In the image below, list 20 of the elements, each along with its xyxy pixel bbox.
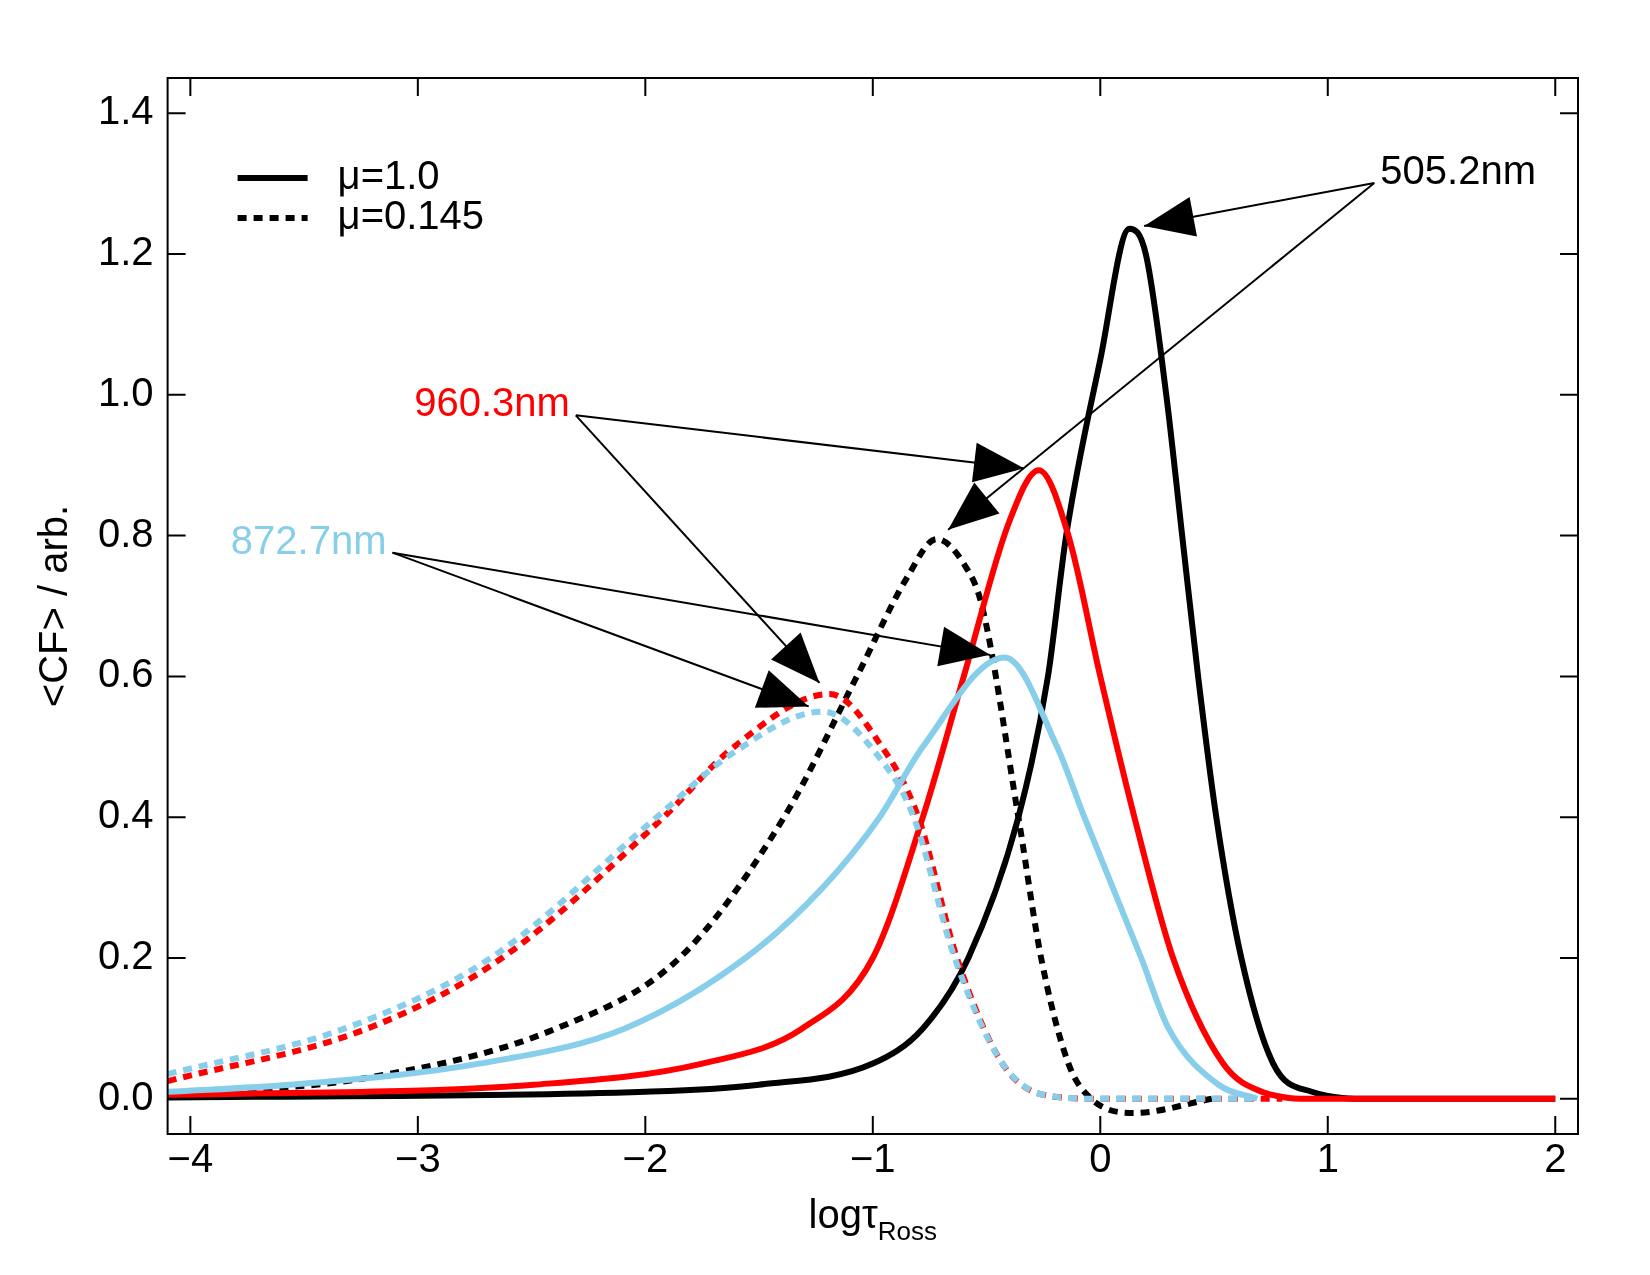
- annotation: 872.7nm: [230, 517, 387, 562]
- y-tick-label: 1.0: [98, 369, 154, 414]
- annotation: 960.3nm: [414, 380, 570, 425]
- y-tick-label: 1.4: [98, 88, 154, 133]
- x-tick-label: −3: [395, 1136, 441, 1181]
- x-tick-label: −4: [167, 1136, 214, 1181]
- y-tick-label: 0.2: [98, 933, 154, 978]
- y-tick-label: 0.6: [98, 651, 154, 696]
- y-tick-label: 0.4: [98, 792, 154, 837]
- x-tick-label: 1: [1316, 1136, 1339, 1181]
- y-tick-label: 0.0: [98, 1073, 154, 1118]
- annotation: 505.2nm: [1380, 148, 1536, 193]
- x-tick-label: −2: [622, 1136, 669, 1181]
- y-tick-label: 0.8: [98, 510, 154, 555]
- x-tick-label: 2: [1544, 1136, 1567, 1181]
- y-tick-label: 1.2: [98, 229, 154, 274]
- x-tick-label: 0: [1089, 1136, 1112, 1181]
- legend-label: μ=1.0: [337, 153, 440, 198]
- x-tick-label: −1: [850, 1136, 896, 1181]
- y-axis-title: <CF> / arb.: [31, 504, 76, 708]
